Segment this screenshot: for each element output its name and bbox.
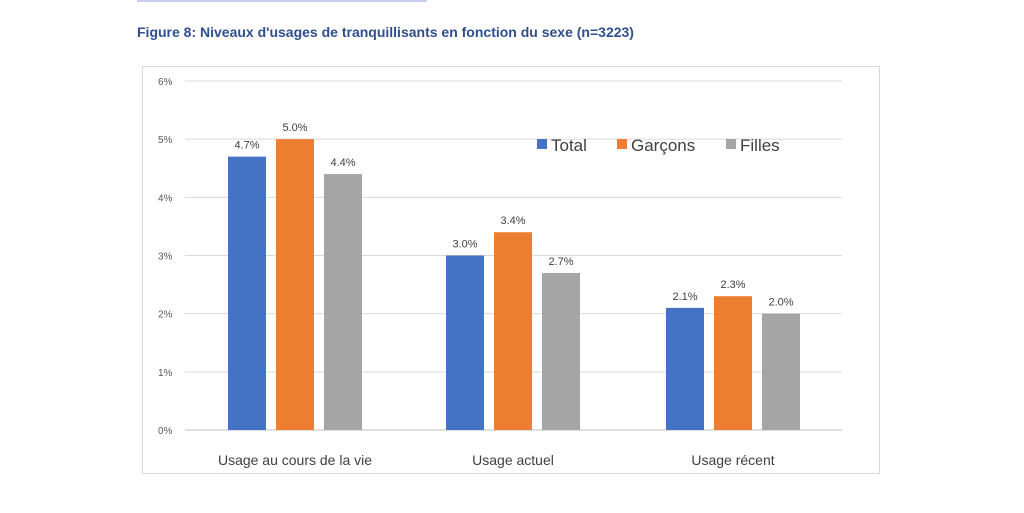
- data-label: 2.0%: [768, 297, 793, 309]
- data-label: 3.0%: [452, 239, 477, 251]
- data-label: 4.4%: [330, 157, 355, 169]
- x-category-label: Usage actuel: [472, 452, 554, 468]
- legend-label: Garçons: [631, 136, 695, 155]
- x-category-label: Usage au cours de la vie: [218, 452, 372, 468]
- data-label: 3.4%: [500, 215, 525, 227]
- y-tick-label: 3%: [158, 252, 173, 263]
- y-tick-label: 0%: [158, 426, 173, 437]
- y-tick-label: 2%: [158, 310, 173, 321]
- bar-garçons-2: [714, 296, 752, 430]
- x-category-label: Usage récent: [691, 452, 774, 468]
- bar-total-0: [228, 156, 266, 430]
- bar-filles-0: [324, 174, 362, 430]
- figure-title: Figure 8: Niveaux d'usages de tranquilli…: [137, 24, 634, 40]
- y-tick-label: 1%: [158, 368, 173, 379]
- bar-total-1: [446, 255, 484, 430]
- y-tick-label: 6%: [158, 77, 173, 88]
- legend-label: Filles: [740, 136, 780, 155]
- bar-filles-2: [762, 313, 800, 430]
- y-tick-label: 4%: [158, 193, 173, 204]
- bar-garçons-0: [276, 139, 314, 430]
- top-rule: [137, 0, 427, 2]
- data-label: 2.7%: [548, 256, 573, 268]
- legend-label: Total: [551, 136, 587, 155]
- bar-filles-1: [542, 272, 580, 430]
- legend-swatch-garçons: [617, 139, 627, 149]
- data-label: 4.7%: [234, 140, 259, 152]
- legend-swatch-total: [537, 139, 547, 149]
- bar-total-2: [666, 307, 704, 430]
- chart-frame: [142, 66, 880, 474]
- y-tick-label: 5%: [158, 135, 173, 146]
- bar-garçons-1: [494, 232, 532, 430]
- data-label: 5.0%: [282, 122, 307, 134]
- data-label: 2.1%: [672, 291, 697, 303]
- legend-swatch-filles: [726, 139, 736, 149]
- data-label: 2.3%: [720, 279, 745, 291]
